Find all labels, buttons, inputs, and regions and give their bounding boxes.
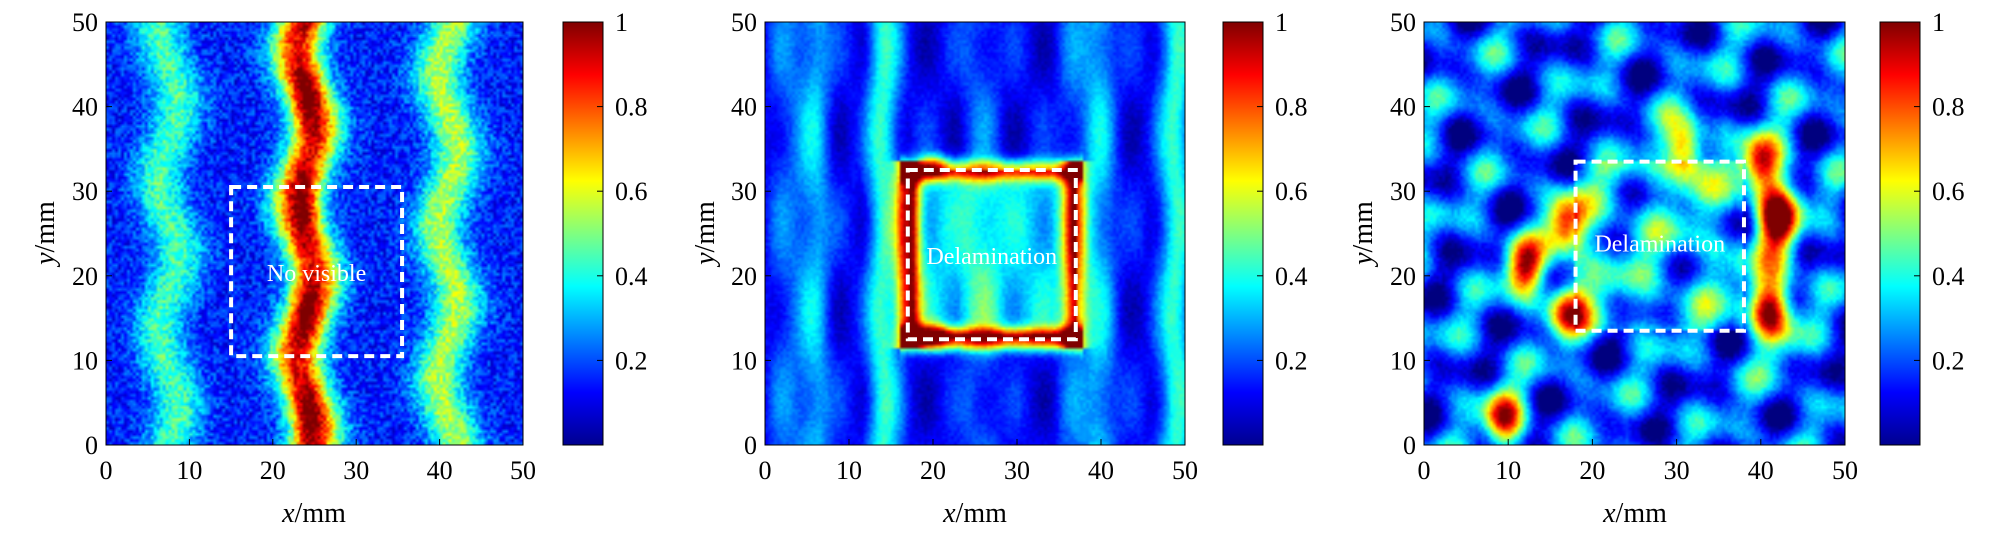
plot-frame — [764, 21, 1186, 446]
heatmap-image — [106, 22, 523, 445]
delamination-box — [1573, 159, 1746, 333]
x-tick-label: 40 — [1088, 456, 1114, 485]
y-tick-label: 0 — [744, 431, 757, 460]
y-tick-label: 20 — [731, 262, 757, 291]
colorbar — [1879, 21, 1921, 446]
x-tick-label: 10 — [1495, 456, 1521, 485]
colorbar — [1222, 21, 1264, 446]
y-tick-label: 30 — [731, 177, 757, 206]
y-axis-ticks: 0 10 20 30 40 50 — [72, 8, 112, 460]
x-tick-label: 30 — [1664, 456, 1690, 485]
y-axis-label: y/mm — [690, 201, 721, 268]
x-tick-label: 40 — [1748, 456, 1774, 485]
y-tick-label: 40 — [1390, 93, 1416, 122]
x-tick-label: 30 — [343, 456, 369, 485]
colorbar-tick-label: 0.8 — [1275, 93, 1308, 122]
x-tick-label: 30 — [1004, 456, 1030, 485]
y-tick-label: 10 — [1390, 346, 1416, 375]
colorbar-tick-label: 0.2 — [1932, 346, 1965, 375]
colorbar-tick-label: 1 — [1275, 8, 1288, 37]
colorbar-tick-label: 0.4 — [1275, 262, 1308, 291]
y-tick-label: 30 — [1390, 177, 1416, 206]
panel-3: Delamination 0 10 20 30 40 50 0 10 20 30 40 50 x/m… — [1348, 8, 1965, 529]
x-axis-ticks: 0 10 20 30 40 50 — [100, 439, 536, 485]
colorbar-tick-label: 1 — [615, 8, 628, 37]
colorbar-tick-label: 1 — [1932, 8, 1945, 37]
colorbar-tick-label: 0.6 — [1275, 177, 1308, 206]
plot-frame — [1423, 21, 1846, 446]
colorbar — [562, 21, 604, 446]
heatmap-image — [765, 22, 1185, 445]
x-tick-label: 10 — [836, 456, 862, 485]
y-axis-ticks: 0 10 20 30 40 50 — [1390, 8, 1430, 460]
y-tick-label: 0 — [85, 431, 98, 460]
x-tick-label: 20 — [920, 456, 946, 485]
x-axis-ticks: 0 10 20 30 40 50 — [1418, 439, 1858, 485]
x-tick-label: 50 — [1832, 456, 1858, 485]
colorbar-ticks: 0.2 0.4 0.6 0.8 1 — [1914, 8, 1965, 375]
annotation-label: Delamination — [926, 244, 1057, 270]
heatmap-image — [1424, 22, 1845, 445]
y-tick-label: 10 — [72, 346, 98, 375]
y-tick-label: 20 — [1390, 262, 1416, 291]
x-axis-ticks: 0 10 20 30 40 50 — [759, 439, 1198, 485]
y-tick-label: 40 — [731, 93, 757, 122]
colorbar-tick-label: 0.2 — [1275, 346, 1308, 375]
x-tick-label: 20 — [260, 456, 286, 485]
y-tick-label: 50 — [731, 8, 757, 37]
colorbar-tick-label: 0.6 — [1932, 177, 1965, 206]
y-tick-label: 10 — [731, 346, 757, 375]
delamination-box — [905, 168, 1078, 342]
y-axis-label: y/mm — [30, 201, 61, 268]
annotation-label: Delamination — [1594, 232, 1725, 258]
colorbar-tick-label: 0.8 — [1932, 93, 1965, 122]
x-tick-label: 10 — [176, 456, 202, 485]
annotation-label: No visible — [267, 261, 366, 287]
x-axis-label: x/mm — [281, 498, 346, 529]
x-tick-label: 50 — [1172, 456, 1198, 485]
y-axis-ticks: 0 10 20 30 40 50 — [731, 8, 771, 460]
colorbar-ticks: 0.2 0.4 0.6 0.8 1 — [597, 8, 648, 375]
colorbar-tick-label: 0.2 — [615, 346, 648, 375]
panel-2: Delamination 0 10 20 30 40 50 0 10 20 30 40 50 x/m… — [690, 8, 1308, 529]
x-tick-label: 0 — [1418, 456, 1431, 485]
y-tick-label: 20 — [72, 262, 98, 291]
y-axis-label: y/mm — [1348, 201, 1379, 268]
x-tick-label: 20 — [1579, 456, 1605, 485]
plot-frame — [105, 21, 524, 446]
x-tick-label: 0 — [759, 456, 772, 485]
colorbar-tick-label: 0.4 — [1932, 262, 1965, 291]
colorbar-tick-label: 0.6 — [615, 177, 648, 206]
y-tick-label: 0 — [1403, 431, 1416, 460]
y-tick-label: 50 — [72, 8, 98, 37]
y-tick-label: 50 — [1390, 8, 1416, 37]
colorbar-ticks: 0.2 0.4 0.6 0.8 1 — [1257, 8, 1308, 375]
y-tick-label: 40 — [72, 93, 98, 122]
x-tick-label: 0 — [100, 456, 113, 485]
delamination-box — [229, 184, 405, 359]
y-tick-label: 30 — [72, 177, 98, 206]
x-tick-label: 40 — [427, 456, 453, 485]
x-axis-label: x/mm — [1602, 498, 1667, 529]
colorbar-tick-label: 0.8 — [615, 93, 648, 122]
x-axis-label: x/mm — [942, 498, 1007, 529]
colorbar-tick-label: 0.4 — [615, 262, 648, 291]
x-tick-label: 50 — [510, 456, 536, 485]
